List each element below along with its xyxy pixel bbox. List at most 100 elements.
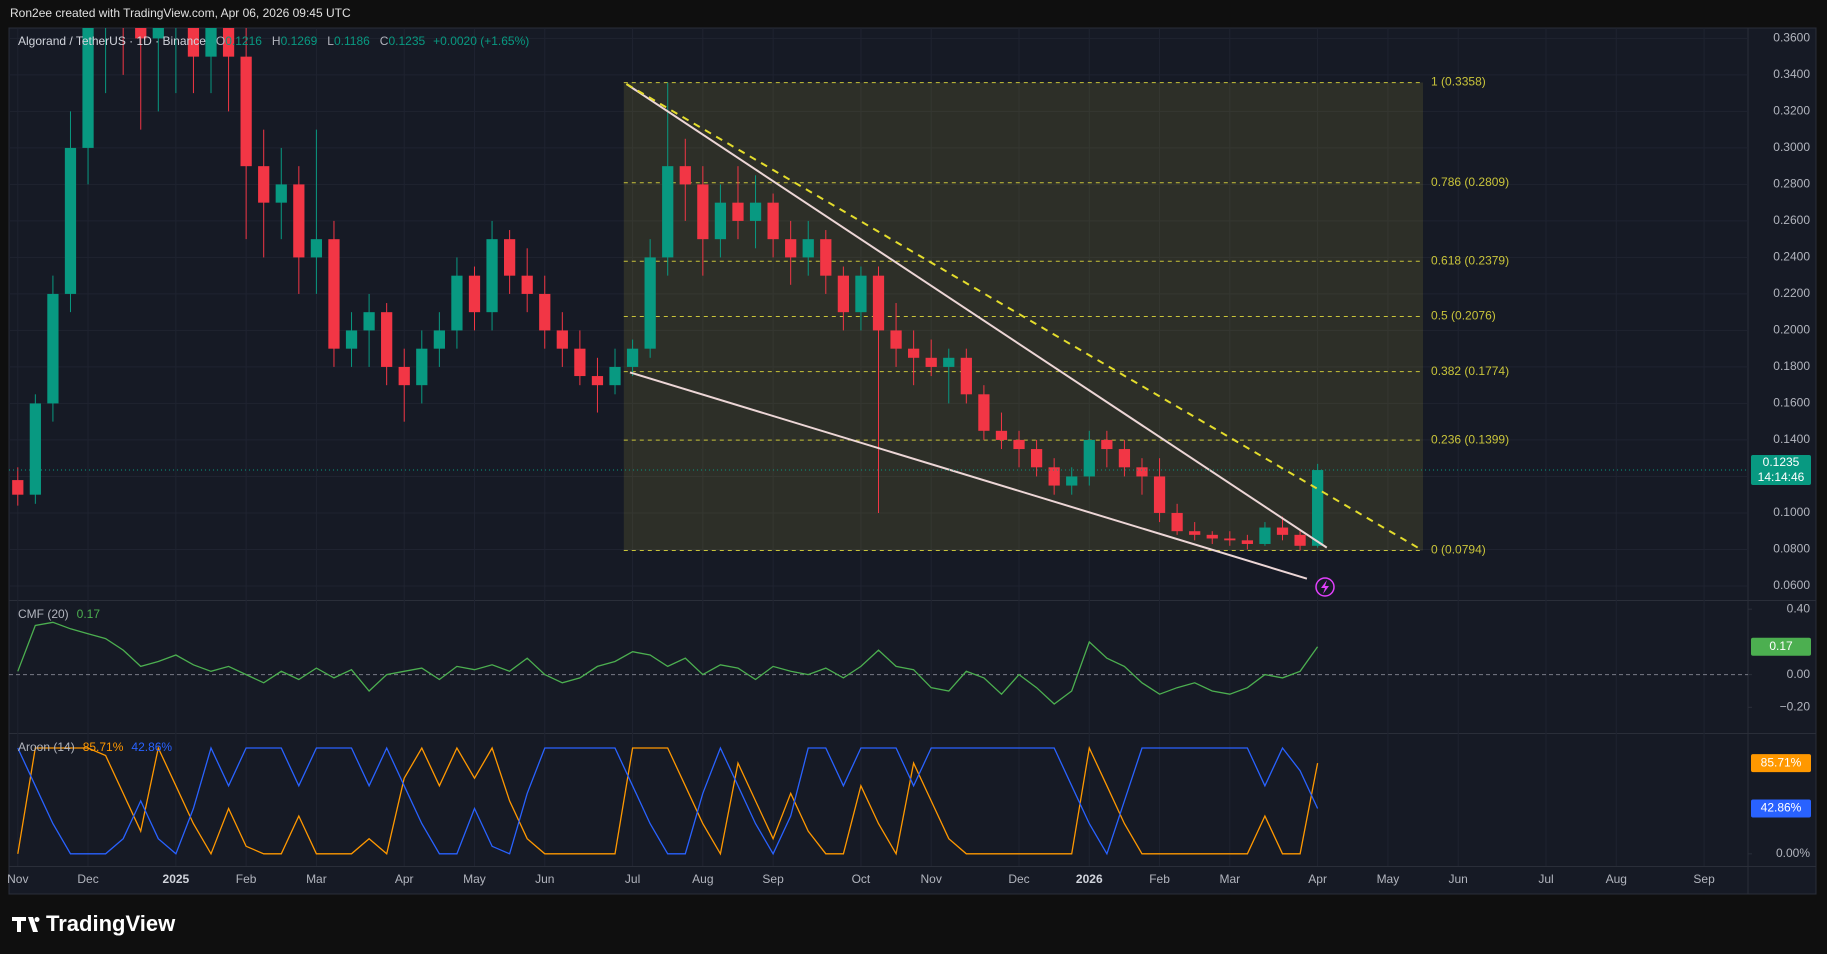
candle-body xyxy=(714,202,727,240)
candle-body xyxy=(785,239,797,258)
candle-body xyxy=(451,275,463,331)
indicator-line xyxy=(17,745,1319,856)
candle-body xyxy=(433,330,445,349)
candle-body xyxy=(978,394,990,431)
candle-body xyxy=(468,275,481,313)
y-tick-label: 0.1800 xyxy=(1773,359,1810,373)
legend-key: C xyxy=(380,34,389,48)
candle-body xyxy=(890,330,902,349)
candle-body xyxy=(1259,527,1271,544)
indicator-legend-value: 0.17 xyxy=(77,607,101,621)
indicator-legend-value: 42.86% xyxy=(131,740,172,754)
candle-body xyxy=(749,202,762,221)
candle-body xyxy=(381,312,393,367)
header: Ron2ee created with TradingView.com, Apr… xyxy=(10,6,351,20)
x-tick-label: Dec xyxy=(77,872,98,886)
candle-body xyxy=(82,28,94,148)
y-tick-label: 0.3400 xyxy=(1773,67,1810,81)
candle-body xyxy=(855,275,867,313)
x-tick-label: Jun xyxy=(1448,872,1467,886)
x-tick-label: Feb xyxy=(1149,872,1170,886)
candle-body xyxy=(1189,531,1201,535)
legend: Algorand / TetherUS · 1D · Binance O0.121… xyxy=(18,34,529,48)
candle-body xyxy=(240,56,252,167)
candle-body xyxy=(662,166,674,258)
fib-label: 0.786 (0.2809) xyxy=(1431,175,1509,189)
last-price-label: 0.1235 xyxy=(1763,455,1800,469)
x-tick-label: Sep xyxy=(1693,872,1715,886)
indicator-line xyxy=(17,621,1319,705)
x-tick-label: Mar xyxy=(306,872,327,886)
x-tick-label: Jul xyxy=(1538,872,1553,886)
candle-body xyxy=(837,275,849,313)
alert-bolt xyxy=(1321,580,1329,594)
candle-body xyxy=(872,275,885,331)
x-tick-label: Mar xyxy=(1219,872,1240,886)
y-tick-label: 0.3600 xyxy=(1773,31,1810,45)
legend-change: +0.0020 (+1.65%) xyxy=(433,34,529,48)
candle-body xyxy=(1048,467,1060,486)
legend-key: L xyxy=(327,34,334,48)
legend-key: H xyxy=(272,34,281,48)
candle-body xyxy=(222,28,235,57)
y-tick-label: −0.20 xyxy=(1780,699,1811,713)
candle-body xyxy=(1030,449,1043,468)
candle-body xyxy=(767,202,779,240)
indicator-legend: CMF (20) 0.17 xyxy=(18,607,100,621)
candle-body xyxy=(187,28,200,57)
y-tick-label: 0.00 xyxy=(1787,667,1811,681)
candle-body xyxy=(908,348,920,358)
candle-body xyxy=(205,28,217,57)
indicator-title: CMF (20) xyxy=(18,607,69,621)
x-tick-label: Sep xyxy=(762,872,784,886)
trendline xyxy=(625,83,1419,549)
candle-body xyxy=(12,480,24,495)
legend-value: 0.1235 xyxy=(388,34,425,48)
footer-logo: TradingView xyxy=(12,911,176,936)
candle-body xyxy=(626,348,639,367)
indicator-pane xyxy=(17,621,1319,705)
candle-body xyxy=(345,330,358,349)
indicator-legend-value: 85.71% xyxy=(83,740,124,754)
candle-body xyxy=(960,357,972,395)
candle-body xyxy=(1136,467,1148,477)
candle-body xyxy=(135,28,147,39)
price-pane xyxy=(12,28,1424,580)
candle-body xyxy=(697,184,709,240)
alert-icon[interactable] xyxy=(1315,577,1335,597)
candle-body xyxy=(679,166,691,185)
fib-label: 0 (0.0794) xyxy=(1431,543,1486,557)
x-tick-label: Feb xyxy=(236,872,257,886)
y-tick-label: 0.0600 xyxy=(1773,578,1810,592)
candle-body xyxy=(556,330,568,349)
candle-body xyxy=(1066,476,1078,486)
candle-body xyxy=(1153,476,1166,513)
y-tick-label: 0.3200 xyxy=(1773,104,1810,118)
candle-body xyxy=(310,239,323,258)
candle-body xyxy=(1294,534,1306,546)
trendline xyxy=(629,371,1308,580)
x-tick-label: Aug xyxy=(1606,872,1627,886)
candle-body xyxy=(802,239,814,258)
candle-body xyxy=(925,357,937,367)
indicator-line xyxy=(17,746,1319,856)
y-tick-label: 0.3000 xyxy=(1773,140,1810,154)
candle-body xyxy=(732,202,744,221)
candle-body xyxy=(47,293,59,404)
indicator-pane xyxy=(17,745,1319,856)
y-tick-label: 0.2800 xyxy=(1773,177,1810,191)
candle-body xyxy=(1083,439,1095,477)
fib-label: 0.618 (0.2379) xyxy=(1431,253,1509,267)
candle-body xyxy=(504,239,516,276)
fib-label: 0.382 (0.1774) xyxy=(1431,364,1509,378)
candle-body xyxy=(644,257,656,349)
candle-body xyxy=(328,239,340,349)
y-tick-label: 0.2200 xyxy=(1773,286,1810,300)
fib-label: 0.5 (0.2076) xyxy=(1431,309,1496,323)
fib-label: 0.236 (0.1399) xyxy=(1431,432,1509,446)
candle-body xyxy=(820,239,832,276)
x-tick-label: May xyxy=(1377,872,1400,886)
indicator-tag-label: 42.86% xyxy=(1761,801,1802,815)
x-tick-label: Oct xyxy=(852,872,871,886)
